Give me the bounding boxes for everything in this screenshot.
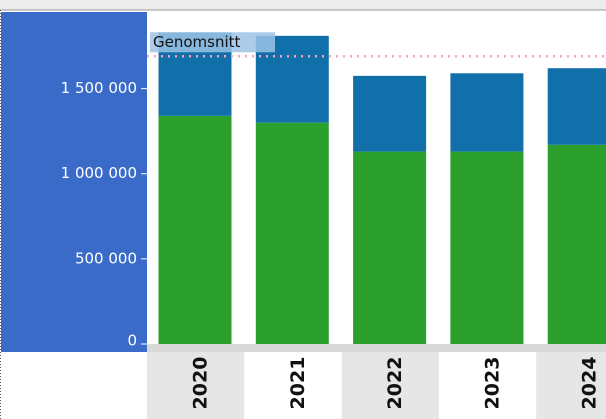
axis-panel [1,12,147,352]
x-band [147,352,245,419]
y-tick-label: 0 [127,332,137,350]
bar-segment [450,151,524,344]
bar-segment [353,75,427,152]
bar-segment [353,151,427,344]
bar-segment [255,122,329,345]
x-tick-label: 2020 [190,357,212,410]
x-tick-label: 2021 [287,357,309,410]
bar-segment [547,68,606,145]
y-tick-label: 500 000 [75,249,137,267]
y-tick-label: 1 000 000 [61,164,137,182]
x-band [341,352,439,419]
reference-label-bg [150,32,275,53]
bar-segment [450,73,524,152]
bar-segment [547,144,606,344]
y-tick-label: 1 500 000 [61,79,137,97]
bar-segment [158,115,232,344]
reference-label: Genomsnitt [153,33,241,51]
x-tick-label: 2024 [579,357,601,410]
x-band [536,352,606,419]
x-tick-label: 2022 [384,357,406,410]
title-band [0,0,606,10]
x-tick-label: 2023 [481,357,503,410]
baseline-band [147,344,606,352]
